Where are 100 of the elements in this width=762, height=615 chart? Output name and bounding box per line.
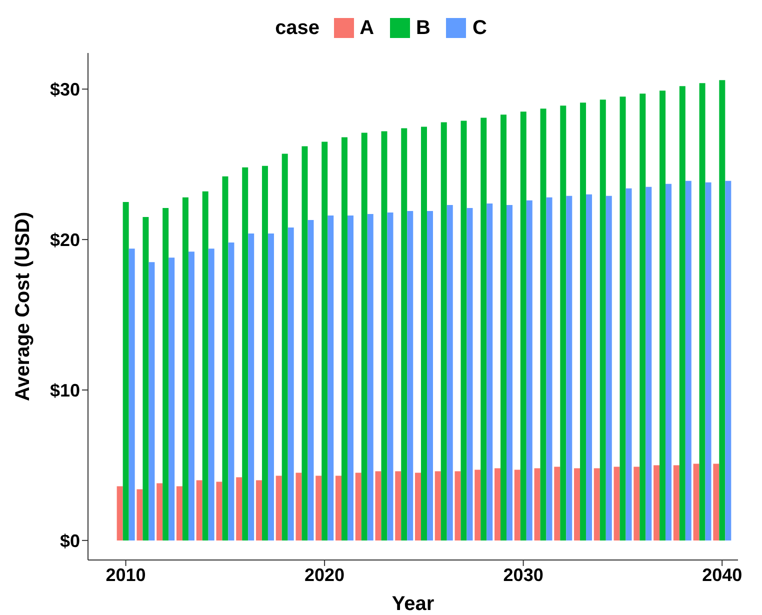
bar	[288, 228, 294, 540]
bar	[420, 126, 427, 540]
bar	[256, 480, 262, 540]
bar	[434, 471, 441, 540]
bar	[196, 480, 202, 540]
bar	[640, 94, 646, 540]
bar	[673, 465, 680, 540]
bar	[480, 118, 487, 540]
bar	[381, 131, 388, 540]
bar	[347, 215, 354, 540]
legend-label: B	[416, 16, 430, 40]
bar	[322, 142, 328, 540]
bar	[128, 248, 135, 540]
bar	[474, 470, 481, 540]
bar	[693, 464, 700, 540]
bar	[222, 176, 228, 540]
bar	[268, 234, 274, 540]
bar	[328, 215, 334, 540]
bar	[719, 80, 726, 540]
bar	[580, 102, 586, 540]
bar	[646, 186, 652, 540]
bar	[540, 108, 546, 540]
bar	[216, 482, 222, 540]
x-tick-label: 2020	[304, 564, 345, 585]
x-tick-label: 2040	[702, 564, 742, 585]
y-tick-label: $30	[50, 79, 80, 100]
bar	[282, 154, 288, 540]
bar	[699, 83, 706, 540]
bar	[685, 180, 692, 540]
bar	[514, 470, 520, 540]
bar	[414, 472, 421, 540]
bar	[188, 252, 194, 540]
bar	[486, 203, 493, 540]
bar	[725, 180, 732, 540]
bar	[574, 468, 580, 540]
bar	[679, 86, 686, 540]
legend-label: A	[360, 16, 374, 40]
bar	[460, 120, 467, 540]
bar	[654, 465, 660, 540]
bar	[426, 210, 433, 540]
bar	[620, 96, 626, 540]
bar	[705, 182, 712, 540]
bar	[262, 166, 268, 540]
bar	[407, 210, 414, 540]
x-tick-label: 2030	[503, 564, 544, 585]
bar	[316, 476, 322, 540]
bar	[666, 184, 672, 540]
bar	[454, 471, 461, 540]
bar	[634, 466, 640, 540]
bar	[560, 106, 566, 540]
y-tick-label: $0	[60, 530, 80, 551]
bar	[208, 248, 214, 540]
bar	[713, 464, 720, 540]
bar	[168, 258, 175, 540]
bar	[500, 114, 507, 540]
bar	[546, 197, 552, 540]
bar	[566, 196, 572, 540]
bar	[600, 100, 606, 540]
bar	[308, 220, 314, 540]
bar	[116, 486, 123, 540]
bar	[401, 128, 408, 540]
bar	[296, 472, 302, 540]
bar	[136, 489, 143, 540]
bar	[367, 214, 374, 540]
bar	[506, 204, 513, 540]
bar	[375, 471, 382, 540]
bar	[606, 196, 612, 540]
bar	[248, 234, 254, 540]
bar	[361, 132, 368, 540]
bar	[395, 471, 402, 540]
bar	[554, 466, 560, 540]
y-tick-label: $10	[50, 380, 80, 400]
bar	[156, 483, 163, 540]
bar	[387, 212, 394, 540]
bar	[494, 468, 501, 540]
bar	[341, 137, 348, 540]
bar	[276, 476, 282, 540]
bar	[466, 208, 473, 540]
x-tick-label: 2010	[106, 564, 146, 585]
y-tick-label: $20	[50, 230, 80, 250]
bar	[355, 472, 362, 540]
bar	[122, 202, 129, 540]
y-axis-title: Average Cost (USD)	[12, 212, 34, 402]
bar	[534, 468, 540, 540]
bar	[242, 167, 248, 540]
bar	[176, 486, 182, 540]
bar	[626, 188, 632, 540]
bar	[520, 112, 526, 540]
bar	[586, 194, 592, 540]
bar	[142, 216, 149, 540]
bar	[202, 191, 208, 540]
bar	[228, 242, 234, 540]
legend-title: case	[275, 16, 320, 40]
bar	[335, 476, 342, 540]
bar	[148, 262, 155, 540]
bar	[614, 466, 620, 540]
bar	[660, 90, 666, 540]
bar	[526, 200, 532, 540]
bar	[162, 208, 169, 540]
bar	[594, 468, 600, 540]
